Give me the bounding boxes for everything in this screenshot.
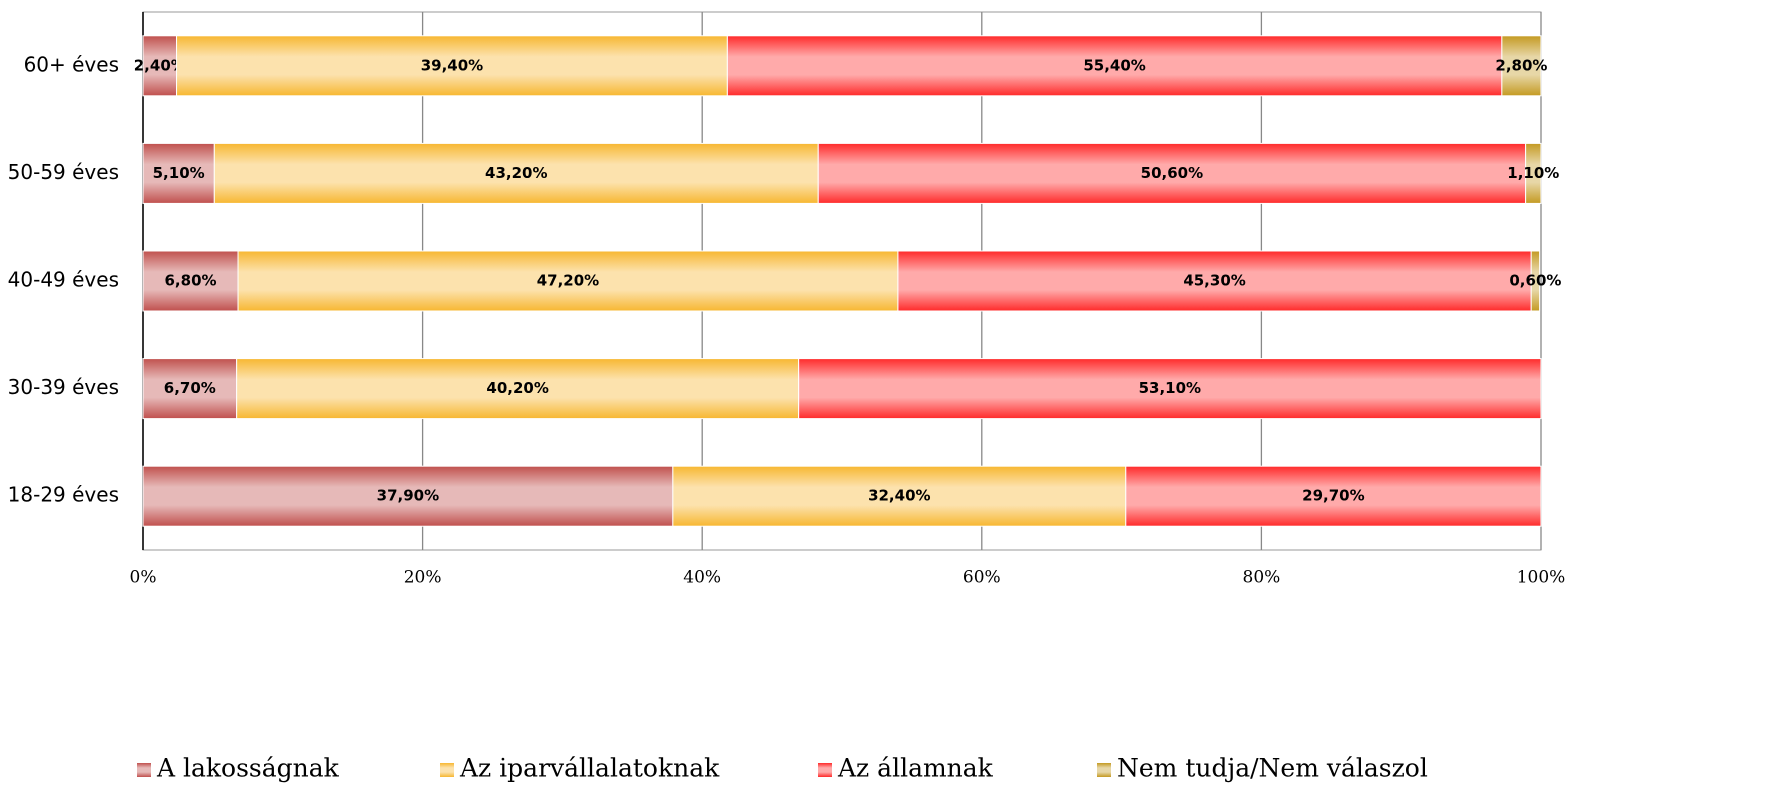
- bar-segment: [1525, 142, 1542, 204]
- bar-segment: [1501, 35, 1542, 97]
- legend-marker: [818, 763, 832, 777]
- x-tick-label: 40%: [683, 568, 721, 588]
- bar-segment: [237, 250, 899, 312]
- data-label: 43,20%: [485, 164, 547, 182]
- data-label: 47,20%: [537, 272, 599, 290]
- y-tick-label: 50-59 éves: [8, 160, 119, 184]
- data-label: 1,10%: [1507, 164, 1559, 182]
- data-label: 45,30%: [1183, 272, 1245, 290]
- legend-label: Az iparvállalatoknak: [459, 754, 720, 783]
- bar-segment: [798, 358, 1542, 420]
- data-label: 53,10%: [1139, 379, 1201, 397]
- x-tick-label: 60%: [963, 568, 1001, 588]
- bar-segment: [1530, 250, 1541, 312]
- bar-segment: [726, 35, 1503, 97]
- bar-segment: [236, 358, 800, 420]
- data-label: 55,40%: [1083, 56, 1145, 74]
- x-tick-label: 0%: [130, 568, 157, 588]
- data-label: 5,10%: [153, 164, 205, 182]
- bar-segment: [142, 142, 215, 204]
- data-label: 37,90%: [377, 487, 439, 505]
- legend-marker: [137, 763, 151, 777]
- data-label: 2,80%: [1495, 56, 1547, 74]
- legend-label: A lakosságnak: [156, 754, 340, 783]
- legend-label: Az államnak: [837, 754, 994, 783]
- bar-segment: [142, 35, 178, 97]
- data-label: 32,40%: [868, 487, 930, 505]
- bar-segment: [213, 142, 819, 204]
- bar-segment: [176, 35, 728, 97]
- data-label: 39,40%: [421, 56, 483, 74]
- bar-segment: [817, 142, 1527, 204]
- x-tick-label: 80%: [1243, 568, 1281, 588]
- x-tick-label: 100%: [1517, 568, 1566, 588]
- y-tick-label: 40-49 éves: [8, 268, 119, 292]
- legend-marker: [1097, 763, 1111, 777]
- x-tick-label: 20%: [404, 568, 442, 588]
- data-label: 50,60%: [1141, 164, 1203, 182]
- data-label: 6,70%: [164, 379, 216, 397]
- y-tick-label: 18-29 éves: [8, 483, 119, 507]
- bar-segment: [897, 250, 1532, 312]
- y-tick-label: 30-39 éves: [8, 375, 119, 399]
- data-label: 6,80%: [165, 272, 217, 290]
- data-label: 40,20%: [486, 379, 548, 397]
- data-label: 2,40%: [134, 56, 186, 74]
- bar-segment: [672, 465, 1127, 527]
- bar-segment: [1125, 465, 1542, 527]
- legend-marker: [440, 763, 454, 777]
- data-label: 0,60%: [1509, 272, 1561, 290]
- y-tick-label: 60+ éves: [24, 52, 119, 76]
- bar-segment: [142, 358, 238, 420]
- data-label: 29,70%: [1302, 487, 1364, 505]
- legend-label: Nem tudja/Nem válaszol: [1117, 754, 1428, 783]
